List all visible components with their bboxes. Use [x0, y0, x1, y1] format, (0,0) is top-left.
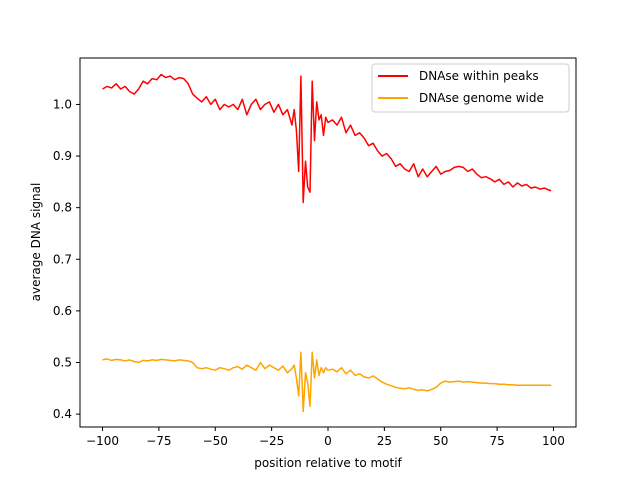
- y-axis-ticks: 0.4 0.5 0.6 0.7 0.8 0.9 1.0: [53, 97, 80, 421]
- y-tick-label: 0.4: [53, 407, 72, 421]
- x-tick-label: 25: [377, 434, 392, 448]
- series-line-dnase-genome-wide: [102, 351, 552, 413]
- y-tick-label: 0.6: [53, 304, 72, 318]
- x-tick-label: 0: [324, 434, 332, 448]
- y-tick-label: 0.8: [53, 201, 72, 215]
- x-tick-label: 50: [433, 434, 448, 448]
- x-axis-title: position relative to motif: [254, 456, 402, 470]
- y-tick-label: 0.9: [53, 149, 72, 163]
- series-line-dnase-within-peaks: [102, 73, 552, 204]
- x-tick-label: −25: [259, 434, 284, 448]
- x-tick-label: −100: [86, 434, 119, 448]
- series-layer: [102, 73, 552, 413]
- legend-box: [371, 63, 570, 113]
- y-tick-label: 0.7: [53, 252, 72, 266]
- legend-label-dnase-within-peaks: DNAse within peaks: [419, 69, 539, 83]
- x-tick-label: 100: [542, 434, 565, 448]
- y-tick-label: 0.5: [53, 355, 72, 369]
- x-axis-ticks: −100 −75 −50 −25 0 25 50 75 100: [86, 427, 565, 448]
- x-tick-label: −50: [203, 434, 228, 448]
- legend-label-dnase-genome-wide: DNAse genome wide: [419, 91, 544, 105]
- y-tick-label: 1.0: [53, 97, 72, 111]
- y-axis-title: average DNA signal: [29, 183, 43, 302]
- legend: DNAse within peaks DNAse genome wide: [371, 63, 570, 113]
- x-tick-label: 75: [489, 434, 504, 448]
- x-tick-label: −75: [146, 434, 171, 448]
